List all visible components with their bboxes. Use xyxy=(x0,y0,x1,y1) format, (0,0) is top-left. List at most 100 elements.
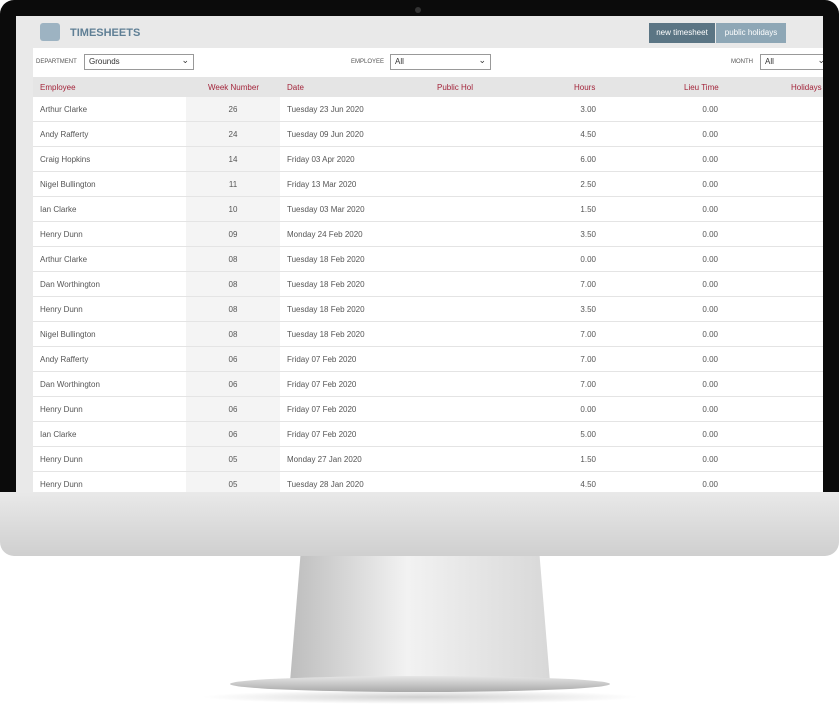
week-cell-bg xyxy=(186,447,280,471)
table-body: Arthur Clarke 26 Tuesday 23 Jun 2020 3.0… xyxy=(33,97,823,492)
col-date[interactable]: Date xyxy=(287,83,304,92)
table-row[interactable]: Nigel Bullington 11 Friday 13 Mar 2020 2… xyxy=(33,172,823,197)
hours-cell: 4.50 xyxy=(580,480,596,489)
monitor-base xyxy=(230,676,610,692)
week-cell: 09 xyxy=(228,230,238,239)
week-cell: 08 xyxy=(228,330,238,339)
hours-cell: 3.50 xyxy=(580,305,596,314)
timesheet-logo-icon xyxy=(40,23,60,41)
month-value: All xyxy=(765,57,774,66)
hours-cell: 6.00 xyxy=(580,155,596,164)
week-cell-bg xyxy=(186,97,280,121)
table-row[interactable]: Henry Dunn 05 Monday 27 Jan 2020 1.50 0.… xyxy=(33,447,823,472)
screen: TIMESHEETS new timesheet public holidays… xyxy=(16,16,823,492)
week-cell: 10 xyxy=(228,205,238,214)
table-row[interactable]: Arthur Clarke 08 Tuesday 18 Feb 2020 0.0… xyxy=(33,247,823,272)
employee-cell: Ian Clarke xyxy=(40,430,77,439)
table-row[interactable]: Nigel Bullington 08 Tuesday 18 Feb 2020 … xyxy=(33,322,823,347)
employee-label: EMPLOYEE xyxy=(351,59,385,65)
week-cell-bg xyxy=(186,397,280,421)
date-cell: Tuesday 09 Jun 2020 xyxy=(287,130,364,139)
week-cell: 08 xyxy=(228,255,238,264)
employee-cell: Henry Dunn xyxy=(40,230,83,239)
hours-cell: 7.00 xyxy=(580,355,596,364)
week-cell-bg xyxy=(186,347,280,371)
week-cell-bg xyxy=(186,172,280,196)
week-cell: 08 xyxy=(228,280,238,289)
camera-icon xyxy=(415,7,421,13)
lieu-time-cell: 0.00 xyxy=(702,405,718,414)
col-holidays[interactable]: Holidays xyxy=(791,83,822,92)
new-timesheet-button[interactable]: new timesheet xyxy=(649,23,715,43)
date-cell: Tuesday 18 Feb 2020 xyxy=(287,305,365,314)
week-cell-bg xyxy=(186,122,280,146)
col-employee[interactable]: Employee xyxy=(40,83,76,92)
hours-cell: 5.00 xyxy=(580,430,596,439)
week-cell: 06 xyxy=(228,355,238,364)
date-cell: Tuesday 28 Jan 2020 xyxy=(287,480,364,489)
department-select[interactable]: Grounds ⌄ xyxy=(84,54,194,70)
lieu-time-cell: 0.00 xyxy=(702,205,718,214)
employee-cell: Dan Worthington xyxy=(40,280,100,289)
table-row[interactable]: Henry Dunn 05 Tuesday 28 Jan 2020 4.50 0… xyxy=(33,472,823,492)
table-row[interactable]: Henry Dunn 06 Friday 07 Feb 2020 0.00 0.… xyxy=(33,397,823,422)
table-row[interactable]: Henry Dunn 09 Monday 24 Feb 2020 3.50 0.… xyxy=(33,222,823,247)
hours-cell: 7.00 xyxy=(580,380,596,389)
table-row[interactable]: Dan Worthington 08 Tuesday 18 Feb 2020 7… xyxy=(33,272,823,297)
employee-select[interactable]: All ⌄ xyxy=(390,54,491,70)
date-cell: Friday 13 Mar 2020 xyxy=(287,180,357,189)
table-row[interactable]: Ian Clarke 10 Tuesday 03 Mar 2020 1.50 0… xyxy=(33,197,823,222)
lieu-time-cell: 0.00 xyxy=(702,230,718,239)
date-cell: Friday 07 Feb 2020 xyxy=(287,430,357,439)
chevron-down-icon: ⌄ xyxy=(478,55,486,65)
date-cell: Friday 07 Feb 2020 xyxy=(287,405,357,414)
col-week-number[interactable]: Week Number xyxy=(208,83,259,92)
employee-cell: Craig Hopkins xyxy=(40,155,91,164)
week-cell-bg xyxy=(186,272,280,296)
col-lieu-time[interactable]: Lieu Time xyxy=(684,83,719,92)
hours-cell: 2.50 xyxy=(580,180,596,189)
table-row[interactable]: Andy Rafferty 06 Friday 07 Feb 2020 7.00… xyxy=(33,347,823,372)
date-cell: Monday 24 Feb 2020 xyxy=(287,230,363,239)
week-cell-bg xyxy=(186,197,280,221)
table-row[interactable]: Craig Hopkins 14 Friday 03 Apr 2020 6.00… xyxy=(33,147,823,172)
month-select[interactable]: All ⌄ xyxy=(760,54,823,70)
lieu-time-cell: 0.00 xyxy=(702,355,718,364)
public-holidays-button[interactable]: public holidays xyxy=(716,23,786,43)
table-row[interactable]: Henry Dunn 08 Tuesday 18 Feb 2020 3.50 0… xyxy=(33,297,823,322)
table-row[interactable]: Andy Rafferty 24 Tuesday 09 Jun 2020 4.5… xyxy=(33,122,823,147)
table-row[interactable]: Ian Clarke 06 Friday 07 Feb 2020 5.00 0.… xyxy=(33,422,823,447)
date-cell: Tuesday 18 Feb 2020 xyxy=(287,255,365,264)
employee-cell: Arthur Clarke xyxy=(40,255,88,264)
week-cell: 26 xyxy=(228,105,238,114)
date-cell: Friday 07 Feb 2020 xyxy=(287,380,357,389)
lieu-time-cell: 0.00 xyxy=(702,430,718,439)
hours-cell: 3.00 xyxy=(580,105,596,114)
table-row[interactable]: Arthur Clarke 26 Tuesday 23 Jun 2020 3.0… xyxy=(33,97,823,122)
timesheet-panel: DEPARTMENT Grounds ⌄ EMPLOYEE All ⌄ MONTH … xyxy=(33,48,823,492)
employee-cell: Nigel Bullington xyxy=(40,180,96,189)
week-cell: 06 xyxy=(228,380,238,389)
week-cell: 06 xyxy=(228,405,238,414)
chevron-down-icon: ⌄ xyxy=(181,55,189,65)
hours-cell: 1.50 xyxy=(580,455,596,464)
employee-cell: Henry Dunn xyxy=(40,455,83,464)
week-cell: 14 xyxy=(228,155,238,164)
week-cell-bg xyxy=(186,222,280,246)
col-public-hol[interactable]: Public Hol xyxy=(437,83,474,92)
col-hours[interactable]: Hours xyxy=(574,83,596,92)
week-cell-bg xyxy=(186,297,280,321)
lieu-time-cell: 0.00 xyxy=(702,330,718,339)
table-row[interactable]: Dan Worthington 06 Friday 07 Feb 2020 7.… xyxy=(33,372,823,397)
date-cell: Tuesday 18 Feb 2020 xyxy=(287,330,365,339)
lieu-time-cell: 0.00 xyxy=(702,130,718,139)
employee-cell: Henry Dunn xyxy=(40,480,83,489)
employee-cell: Dan Worthington xyxy=(40,380,100,389)
date-cell: Tuesday 23 Jun 2020 xyxy=(287,105,364,114)
week-cell-bg xyxy=(186,372,280,396)
employee-cell: Andy Rafferty xyxy=(40,355,89,364)
lieu-time-cell: 0.00 xyxy=(702,180,718,189)
date-cell: Tuesday 03 Mar 2020 xyxy=(287,205,365,214)
employee-cell: Andy Rafferty xyxy=(40,130,89,139)
week-cell: 24 xyxy=(228,130,238,139)
